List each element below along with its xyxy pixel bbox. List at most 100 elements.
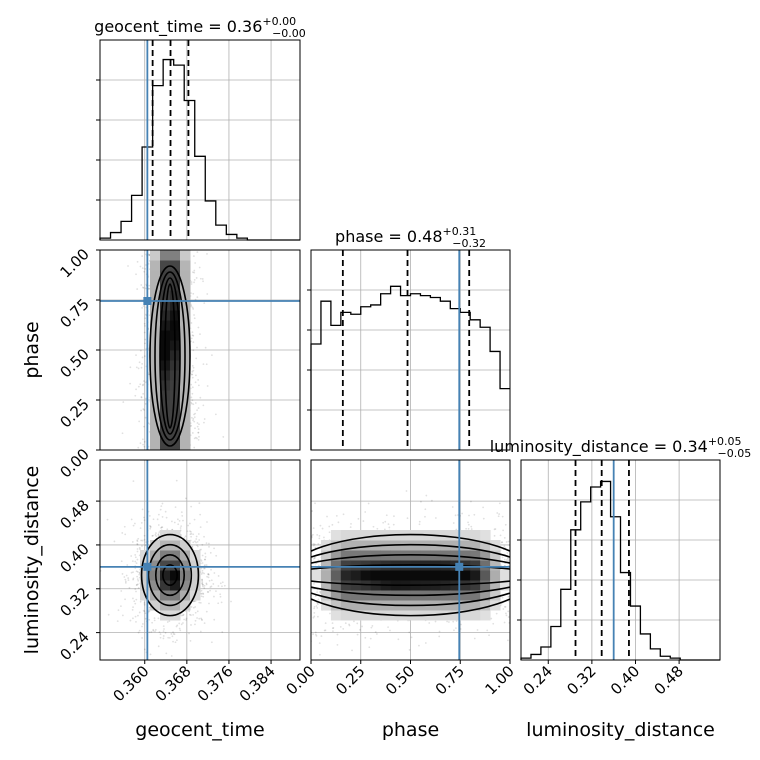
title-plus-geocent_time: +0.00	[262, 15, 296, 28]
sample-point	[142, 609, 145, 612]
sample-point	[220, 601, 223, 604]
sample-point	[356, 622, 359, 625]
sample-point	[446, 620, 448, 623]
sample-point	[144, 313, 147, 316]
sample-point	[405, 490, 408, 492]
density-cell	[450, 530, 461, 541]
sample-point	[314, 557, 316, 559]
contour-2	[147, 543, 193, 607]
sample-point	[337, 521, 340, 524]
sample-point	[180, 511, 183, 514]
density-cell	[150, 300, 161, 311]
sample-point	[155, 535, 158, 538]
sample-point	[136, 583, 139, 586]
sample-point	[196, 617, 198, 619]
density-cell	[340, 590, 352, 601]
sample-point	[154, 630, 156, 633]
sample-point	[329, 612, 331, 615]
sample-point	[162, 637, 165, 640]
sample-point	[428, 622, 431, 624]
sample-point	[133, 522, 136, 525]
sample-point	[195, 538, 198, 540]
density-cell	[170, 280, 181, 291]
sample-point	[312, 544, 315, 547]
sample-point	[138, 420, 141, 423]
density-cell	[460, 540, 471, 551]
density-cell	[450, 570, 461, 581]
sample-point	[131, 541, 134, 543]
sample-point	[323, 536, 325, 539]
sample-point	[188, 522, 191, 525]
sample-point	[138, 546, 141, 549]
density-cell	[340, 610, 352, 621]
sample-point	[190, 337, 193, 340]
sample-point	[200, 595, 203, 598]
density-cell	[330, 530, 342, 541]
sample-point	[141, 267, 144, 270]
density-cell	[160, 400, 171, 411]
sample-point	[507, 558, 510, 560]
sample-point	[165, 516, 168, 519]
sample-point	[200, 592, 203, 595]
sample-point	[438, 635, 441, 638]
sample-point	[209, 589, 211, 592]
sample-point	[207, 591, 210, 593]
sample-point	[117, 609, 120, 612]
sample-point	[173, 633, 176, 636]
xtick-label-geocent_time: 0.384	[236, 662, 279, 705]
sample-point	[132, 617, 134, 620]
sample-point	[357, 517, 360, 520]
sample-point	[215, 554, 218, 557]
sample-point	[170, 655, 173, 657]
sample-point	[205, 542, 208, 545]
sample-point	[134, 588, 137, 590]
sample-point	[348, 624, 351, 627]
sample-point	[364, 636, 367, 639]
density-cell	[360, 550, 372, 561]
sample-point	[134, 560, 137, 563]
density-cell	[470, 570, 481, 581]
density-cell	[190, 560, 201, 571]
density-cell	[170, 590, 181, 601]
sample-point	[164, 631, 167, 634]
sample-point	[311, 510, 313, 512]
sample-point	[193, 600, 195, 603]
contour-1	[159, 277, 181, 435]
sample-point	[197, 428, 200, 430]
sample-point	[158, 631, 161, 634]
sample-point	[198, 423, 200, 426]
sample-point	[495, 612, 498, 615]
sample-point	[206, 252, 208, 255]
sample-point	[178, 627, 181, 630]
sample-point	[140, 409, 143, 412]
sample-point	[185, 617, 188, 620]
sample-point	[206, 521, 208, 523]
sample-point	[143, 445, 146, 448]
sample-point	[148, 287, 150, 290]
sample-point	[430, 499, 433, 502]
sample-point	[139, 548, 141, 551]
density-cell	[480, 590, 491, 601]
sample-point	[144, 617, 147, 620]
sample-point	[123, 576, 126, 578]
sample-point	[313, 605, 316, 608]
sample-point	[201, 579, 203, 581]
sample-point	[382, 521, 385, 524]
sample-point	[195, 541, 197, 544]
sample-point	[313, 611, 316, 614]
sample-point	[364, 511, 367, 513]
sample-point	[473, 637, 476, 640]
density-cell	[340, 550, 352, 561]
sample-point	[201, 543, 204, 546]
sample-point	[137, 579, 140, 582]
sample-point	[182, 519, 184, 522]
xlabel-luminosity_distance: luminosity_distance	[526, 719, 715, 741]
sample-point	[135, 584, 138, 587]
density-cell	[150, 440, 161, 450]
sample-point	[425, 494, 428, 497]
sample-point	[121, 432, 124, 435]
sample-point	[143, 331, 146, 334]
sample-point	[367, 502, 370, 505]
sample-point	[207, 573, 209, 576]
density-cell	[480, 540, 491, 551]
